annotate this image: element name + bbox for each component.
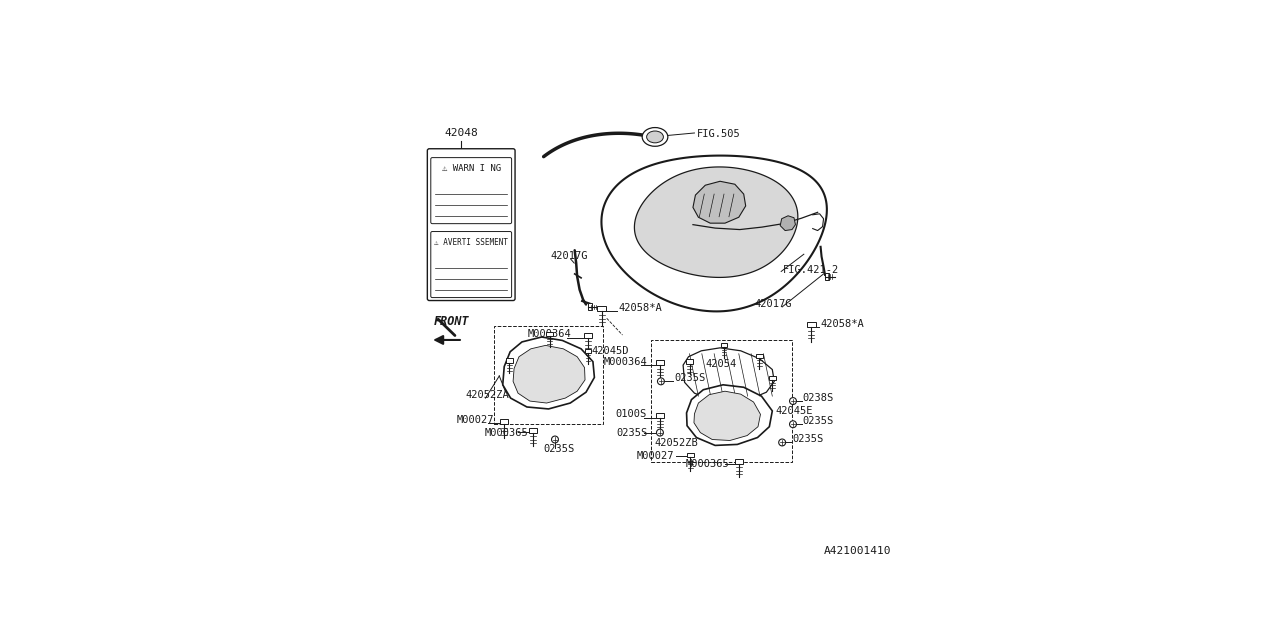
Ellipse shape: [646, 131, 663, 143]
Text: 0235S: 0235S: [675, 373, 707, 383]
Text: ⚠ AVERTI SSEMENT: ⚠ AVERTI SSEMENT: [434, 237, 508, 246]
Polygon shape: [781, 216, 795, 230]
FancyBboxPatch shape: [428, 148, 515, 301]
FancyBboxPatch shape: [431, 157, 512, 223]
Text: M000364: M000364: [604, 356, 648, 367]
Bar: [598, 306, 607, 312]
Text: FIG.421-2: FIG.421-2: [783, 265, 840, 275]
Text: 0235S: 0235S: [792, 435, 823, 444]
Text: 0235S: 0235S: [617, 428, 648, 438]
Bar: [506, 358, 512, 363]
Text: 42052ZA: 42052ZA: [466, 390, 509, 400]
Bar: [652, 340, 791, 462]
Circle shape: [790, 420, 796, 428]
Text: 42058*A: 42058*A: [820, 319, 864, 329]
Text: 42048: 42048: [444, 129, 479, 138]
Bar: [494, 326, 603, 424]
Polygon shape: [686, 385, 772, 445]
Circle shape: [658, 378, 664, 385]
Bar: [756, 353, 763, 358]
Bar: [529, 428, 536, 433]
Text: 42052ZB: 42052ZB: [654, 438, 698, 449]
Bar: [686, 452, 695, 457]
Circle shape: [657, 429, 663, 436]
Polygon shape: [684, 348, 774, 401]
Polygon shape: [513, 346, 585, 403]
Text: M000364: M000364: [527, 329, 572, 339]
Text: M00027: M00027: [457, 415, 494, 425]
Bar: [547, 332, 553, 336]
Polygon shape: [503, 337, 594, 409]
Text: 0238S: 0238S: [803, 393, 835, 403]
Bar: [735, 459, 742, 463]
Text: M000365: M000365: [686, 459, 730, 469]
Ellipse shape: [643, 127, 668, 147]
Polygon shape: [694, 391, 760, 440]
Bar: [657, 413, 664, 418]
Bar: [588, 303, 593, 310]
Text: 42054: 42054: [705, 358, 736, 369]
Bar: [500, 419, 508, 424]
Polygon shape: [602, 156, 827, 312]
Text: 42017G: 42017G: [550, 251, 588, 261]
Text: FIG.505: FIG.505: [696, 129, 740, 139]
Polygon shape: [635, 167, 797, 277]
Bar: [584, 333, 591, 338]
Text: FRONT: FRONT: [434, 315, 470, 328]
Bar: [585, 349, 591, 353]
Text: ⚠ WARN I NG: ⚠ WARN I NG: [442, 164, 500, 173]
Bar: [769, 376, 776, 380]
Circle shape: [778, 439, 786, 446]
Text: 42045D: 42045D: [591, 346, 630, 356]
Bar: [826, 273, 829, 280]
Bar: [657, 360, 664, 365]
Bar: [806, 322, 815, 327]
Text: A421001410: A421001410: [824, 546, 892, 556]
Text: 42058*A: 42058*A: [618, 303, 662, 314]
Bar: [686, 360, 692, 364]
Polygon shape: [692, 181, 746, 223]
Circle shape: [790, 397, 796, 404]
FancyBboxPatch shape: [431, 232, 512, 298]
Bar: [721, 342, 727, 347]
Text: 0235S: 0235S: [544, 444, 575, 454]
Text: M000365: M000365: [485, 428, 529, 438]
Text: 42045E: 42045E: [776, 406, 813, 416]
Text: M00027: M00027: [636, 451, 673, 461]
Text: 0100S: 0100S: [616, 410, 646, 419]
Text: 42017G: 42017G: [755, 299, 792, 309]
Circle shape: [552, 436, 558, 443]
Text: 0235S: 0235S: [803, 416, 835, 426]
